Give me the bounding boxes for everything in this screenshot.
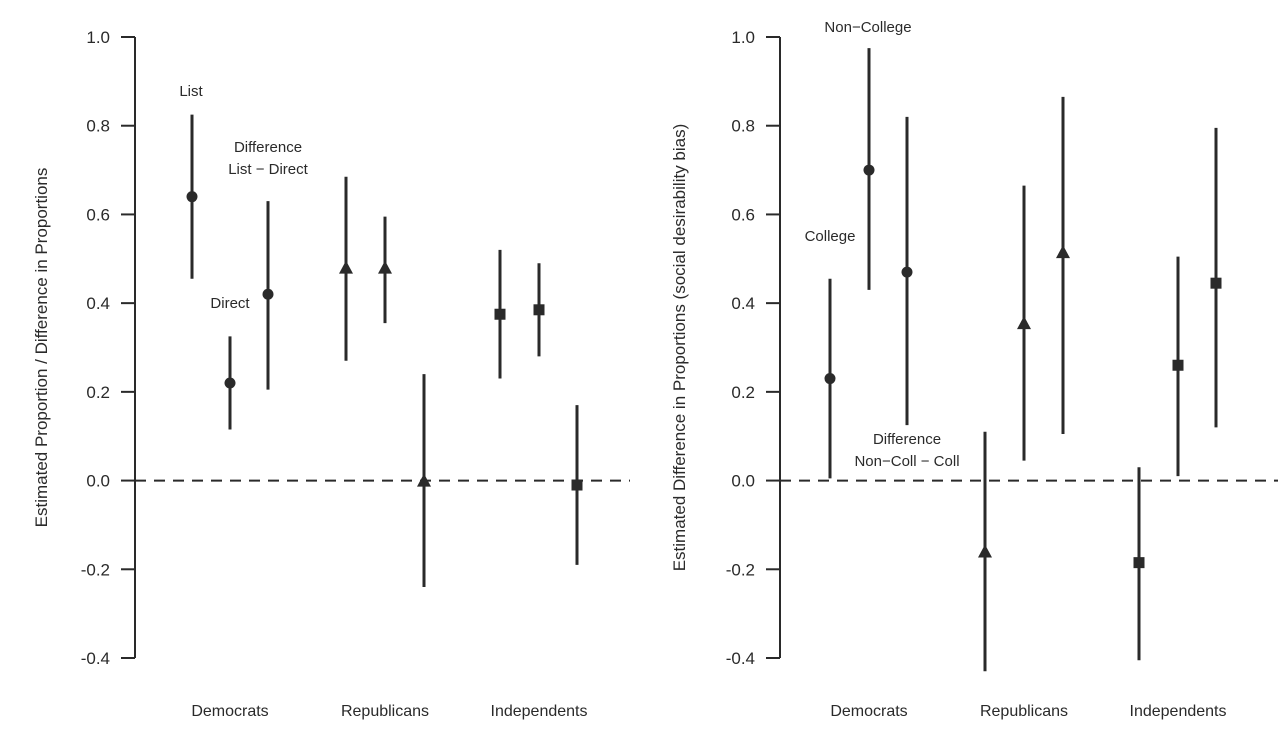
y-tick-label: 0.6 bbox=[86, 205, 110, 224]
point-estimate-triangle bbox=[339, 260, 353, 274]
point-estimate-square bbox=[1210, 277, 1222, 289]
left-panel: 1.0 0.8 0.6 0.4 0.2 0.0 -0.2 -0.4 Estimated Prop… bbox=[32, 28, 630, 720]
y-tick-label: 0.0 bbox=[86, 472, 110, 491]
y-tick-label: 0.6 bbox=[731, 205, 755, 224]
y-tick-label: -0.4 bbox=[726, 649, 755, 668]
point-estimate-triangle bbox=[378, 260, 392, 274]
point-estimate-square bbox=[1172, 359, 1184, 371]
annotation-college: College bbox=[805, 228, 856, 245]
point-estimate-triangle bbox=[978, 544, 992, 558]
point-estimate-circle bbox=[824, 373, 836, 385]
point-estimate-triangle bbox=[1056, 245, 1070, 259]
y-tick-label: 0.8 bbox=[731, 117, 755, 136]
point-estimate-square bbox=[494, 308, 506, 320]
x-category-label: Democrats bbox=[191, 703, 268, 720]
y-tick-label: -0.2 bbox=[726, 560, 755, 579]
y-tick-label: 0.8 bbox=[86, 117, 110, 136]
point-estimate-triangle bbox=[1017, 316, 1031, 330]
annotation-difference: List − Direct bbox=[228, 161, 308, 178]
y-tick-label: -0.2 bbox=[81, 560, 110, 579]
point-estimate-circle bbox=[224, 377, 236, 389]
point-estimate-triangle bbox=[417, 473, 431, 487]
annotation-direct: Direct bbox=[210, 295, 250, 312]
right-panel: 1.0 0.8 0.6 0.4 0.2 0.0 -0.2 -0.4 Estimated Diff… bbox=[670, 19, 1278, 720]
y-tick-label: 0.2 bbox=[86, 383, 110, 402]
point-estimate-circle bbox=[863, 164, 875, 176]
point-estimate-circle bbox=[186, 191, 198, 203]
point-estimate-square bbox=[571, 479, 583, 491]
x-category-label: Independents bbox=[491, 703, 588, 720]
x-category-label: Democrats bbox=[830, 703, 907, 720]
annotation-difference: Difference bbox=[873, 431, 941, 448]
y-tick-label: 0.4 bbox=[86, 294, 110, 313]
y-tick-label: 1.0 bbox=[86, 28, 110, 47]
point-estimate-circle bbox=[262, 288, 274, 300]
annotation-difference: Non−Coll − Coll bbox=[854, 453, 959, 470]
y-tick-label: 0.2 bbox=[731, 383, 755, 402]
y-axis-title: Estimated Proportion / Difference in Pro… bbox=[32, 168, 51, 528]
annotation-list: List bbox=[179, 83, 203, 100]
annotation-noncollege: Non−College bbox=[824, 19, 911, 36]
x-category-label: Republicans bbox=[980, 703, 1068, 720]
point-estimate-circle bbox=[901, 266, 913, 278]
y-tick-label: -0.4 bbox=[81, 649, 110, 668]
y-tick-label: 0.0 bbox=[731, 472, 755, 491]
y-tick-label: 0.4 bbox=[731, 294, 755, 313]
x-category-label: Independents bbox=[1130, 703, 1227, 720]
y-tick-label: 1.0 bbox=[731, 28, 755, 47]
annotation-difference: Difference bbox=[234, 139, 302, 156]
point-estimate-square bbox=[533, 304, 545, 316]
y-axis-title: Estimated Difference in Proportions (soc… bbox=[670, 124, 689, 572]
x-category-label: Republicans bbox=[341, 703, 429, 720]
point-estimate-square bbox=[1133, 557, 1145, 569]
